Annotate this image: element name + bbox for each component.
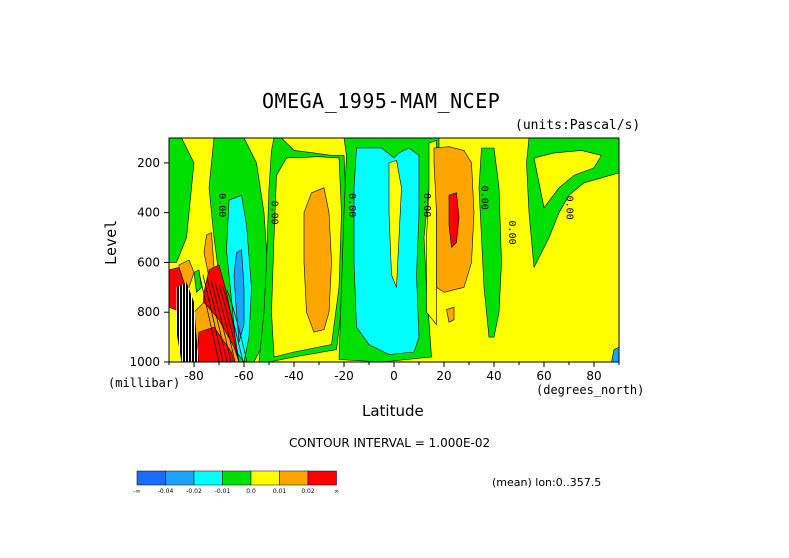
- colorbar-label: 0.02: [301, 488, 315, 495]
- colorbar-swatch: [193, 470, 223, 486]
- colorbar-swatch: [279, 470, 309, 486]
- colorbar-label: 0.0: [246, 488, 256, 495]
- contour-line: [210, 279, 232, 362]
- y-tick-label: 800: [137, 305, 160, 319]
- contour-region-20: [448, 192, 460, 248]
- contour-region-16: [388, 160, 402, 288]
- chart-title: OMEGA_1995-MAM_NCEP: [262, 89, 501, 113]
- contour-region-13: [303, 187, 332, 333]
- contour-region-23: [533, 150, 602, 208]
- contour-line: [222, 287, 244, 362]
- colorbar-label: -0.01: [215, 488, 231, 495]
- colorbar-swatch: [250, 470, 280, 486]
- colorbar-swatch: [307, 470, 337, 486]
- colorbar-label: ∞: [334, 488, 339, 495]
- units-label: (units:Pascal/s): [515, 118, 641, 133]
- contour-interval-note: CONTOUR INTERVAL = 1.000E-02: [289, 436, 491, 450]
- colorbar-swatch: [165, 470, 195, 486]
- x-tick-label: 60: [536, 369, 551, 383]
- colorbar-swatch: [222, 470, 252, 486]
- contour-line: [226, 289, 248, 362]
- contour-region-0: [169, 138, 195, 263]
- contour-label: 0.00: [506, 221, 517, 245]
- y-tick-label: 1000: [129, 355, 160, 369]
- x-axis-unit: (degrees_north): [536, 383, 645, 397]
- contour-region-3: [233, 249, 245, 343]
- x-axis-label: Latitude: [362, 402, 424, 420]
- x-tick-label: 40: [486, 369, 501, 383]
- x-tick-label: 20: [436, 369, 451, 383]
- mean-note: (mean) lon:0..357.5: [492, 476, 602, 489]
- colorbar-swatch: [136, 470, 166, 486]
- terrain-mask: [176, 282, 199, 362]
- y-tick-label: 400: [137, 206, 160, 220]
- x-tick-label: -80: [184, 369, 204, 383]
- contour-line: [206, 277, 228, 362]
- y-tick-label: 600: [137, 255, 160, 269]
- contour-fill-group: 0.00 0.00 0.00 0.00 0.00 0.00 0.00: [169, 138, 619, 362]
- contour-region-18: [478, 147, 502, 338]
- colorbar-label: -∞: [133, 488, 140, 495]
- x-tick-label: -20: [334, 369, 354, 383]
- contour-region-15: [353, 147, 420, 355]
- x-tick-label: 0: [390, 369, 398, 383]
- colorbar-label: 0.01: [273, 488, 287, 495]
- y-axis-unit: (millibar): [108, 376, 181, 390]
- contour-line: [202, 274, 224, 362]
- x-tick-label: -40: [284, 369, 304, 383]
- contour-region-21: [446, 306, 455, 323]
- contour-line: [198, 272, 220, 362]
- contour-label: 0.00: [216, 193, 227, 217]
- contour-label: 0.00: [346, 193, 357, 217]
- contour-label: 0.00: [269, 201, 280, 225]
- colorbar-label: -0.04: [158, 488, 174, 495]
- contour-label: 0.00: [479, 186, 490, 210]
- contour-line: [218, 284, 240, 362]
- contour-line: [214, 282, 236, 362]
- contour-label: 0.00: [564, 196, 575, 220]
- x-tick-label: -60: [234, 369, 254, 383]
- contour-region-24: [611, 346, 619, 362]
- x-tick-label: 80: [586, 369, 601, 383]
- contour-label: 0.00: [421, 193, 432, 217]
- colorbar-label: -0.02: [186, 488, 202, 495]
- y-tick-label: 200: [137, 156, 160, 170]
